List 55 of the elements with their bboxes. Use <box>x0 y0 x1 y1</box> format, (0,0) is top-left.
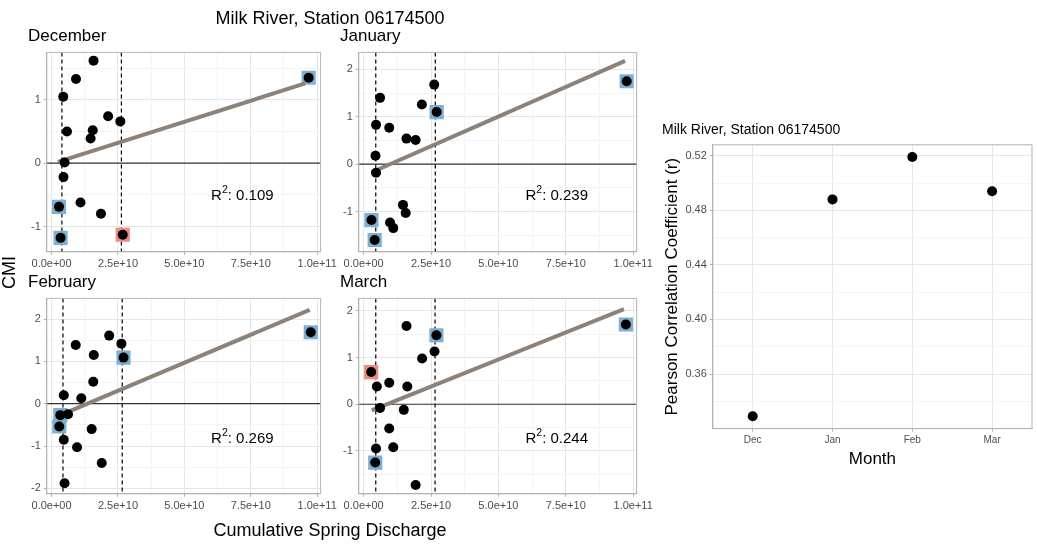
y-tick-label: 0 <box>34 396 41 409</box>
y-tick-label: 0.48 <box>685 203 707 216</box>
x-tick-label: 2.5e+10 <box>410 499 452 512</box>
y-tick-label: 1 <box>346 109 353 122</box>
x-tick-label: Dec <box>743 434 762 446</box>
y-tick-label: 0.44 <box>685 257 707 270</box>
x-tick-label: 0.0e+00 <box>343 499 384 512</box>
y-tick-label: -1 <box>31 219 41 232</box>
chart-title: March <box>340 271 388 291</box>
y-tick-label: 0.52 <box>685 148 707 161</box>
y-tick-label: 0 <box>346 397 353 410</box>
x-tick-label: 1.0e+11 <box>613 257 653 270</box>
y-tick-label: 2 <box>346 304 353 317</box>
y-tick-label: 2 <box>346 62 353 75</box>
y-tick-label: 0.40 <box>685 312 707 325</box>
y-tick-label: -1 <box>343 204 353 217</box>
x-tick-label: 5.0e+10 <box>478 257 519 270</box>
chart-title: Milk River, Station 06174500 <box>662 121 841 138</box>
x-tick-label: Feb <box>903 434 922 446</box>
x-tick-label: Jan <box>824 434 841 446</box>
x-tick-label: 7.5e+10 <box>545 257 586 270</box>
chart-title: February <box>28 271 97 291</box>
x-tick-label: 1.0e+11 <box>297 257 337 270</box>
y-tick-label: 1 <box>34 354 41 367</box>
x-tick-label: 5.0e+10 <box>164 257 205 270</box>
y-tick-label: 1 <box>34 92 41 105</box>
x-axis-title: Cumulative Spring Discharge <box>212 520 448 541</box>
x-tick-label: 7.5e+10 <box>545 499 586 512</box>
chart-title: Milk River, Station 06174500 <box>215 8 445 28</box>
y-tick-label: -2 <box>31 481 41 494</box>
y-tick-label: -1 <box>31 439 41 452</box>
x-tick-label: Mar <box>983 434 1002 446</box>
x-tick-label: 2.5e+10 <box>97 499 138 512</box>
chart-subtitle: December <box>28 25 107 45</box>
x-tick-label: 1.0e+11 <box>297 499 337 512</box>
y-axis-title: Pearson Correlation Coefficient (r) <box>661 157 681 416</box>
chart-title: January <box>340 25 401 45</box>
x-tick-label: 2.5e+10 <box>410 257 452 270</box>
x-tick-label: 0.0e+00 <box>31 257 72 270</box>
x-tick-label: 0.0e+00 <box>31 499 72 512</box>
x-tick-label: 5.0e+10 <box>478 499 519 512</box>
x-tick-label: 1.0e+11 <box>613 499 653 512</box>
x-tick-label: 7.5e+10 <box>230 499 271 512</box>
y-tick-label: 0.36 <box>685 367 707 380</box>
y-tick-label: -1 <box>343 443 353 456</box>
x-tick-label: 7.5e+10 <box>230 257 271 270</box>
x-tick-label: 2.5e+10 <box>97 257 138 270</box>
x-axis-title: Month <box>848 449 897 469</box>
x-tick-label: 0.0e+00 <box>343 257 384 270</box>
y-axis-title: CMI <box>0 256 20 289</box>
x-tick-label: 5.0e+10 <box>164 499 205 512</box>
y-tick-label: 2 <box>34 312 41 325</box>
y-tick-label: 1 <box>346 350 353 363</box>
y-tick-label: 0 <box>346 157 353 170</box>
y-tick-label: 0 <box>34 156 41 169</box>
